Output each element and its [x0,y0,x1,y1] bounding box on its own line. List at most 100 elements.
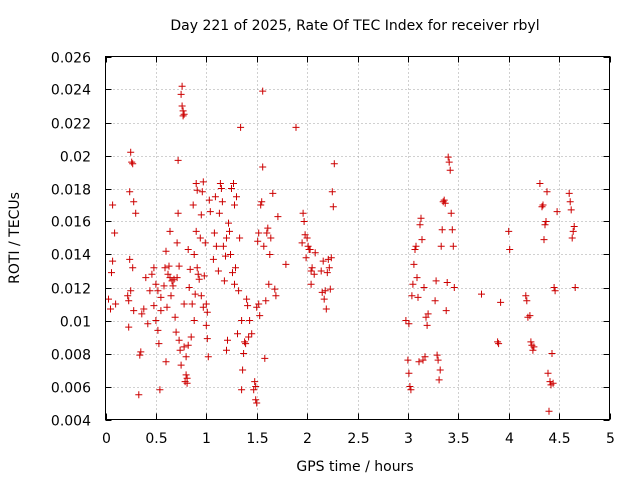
data-point [196,234,204,242]
data-point [274,213,282,221]
data-point [124,292,132,300]
data-point [215,209,223,217]
data-point [307,267,315,275]
data-point [406,383,414,390]
data-point [405,320,413,328]
data-point [150,264,158,272]
data-point [223,234,230,242]
data-point [183,379,191,387]
data-point [150,302,158,310]
data-point [146,287,154,295]
data-point [255,229,263,237]
data-point [233,193,240,201]
data-point [126,255,134,263]
data-point [553,208,561,216]
data-point [193,264,201,272]
data-point [152,280,160,288]
data-point [218,198,226,206]
data-point [323,269,331,277]
data-point [157,307,165,315]
data-point [329,203,337,211]
data-point [436,366,444,374]
data-point [541,221,549,229]
data-point [267,234,275,242]
data-point [237,123,245,131]
data-point [318,288,326,296]
data-point [193,186,201,194]
data-point [238,317,246,324]
data-point [156,386,164,394]
data-point [137,348,145,356]
data-point [127,148,135,156]
data-point [185,284,193,291]
data-point [252,383,260,390]
data-point [228,185,235,192]
data-point [263,229,271,237]
data-point [174,156,182,164]
data-point [175,262,183,270]
data-point [251,378,259,386]
data-point [567,206,575,214]
y-axis-title: ROTI / TECUs [7,192,23,284]
data-point [432,277,440,285]
data-point [417,214,425,222]
data-point [180,110,188,118]
data-point [192,227,200,235]
data-point [189,201,197,209]
data-point [130,307,138,315]
data-point [420,284,428,291]
y-tick-label: 0.014 [51,248,91,264]
x-tick-label: 0.5 [145,431,167,447]
data-point [410,260,418,268]
data-point [450,284,458,291]
data-point [434,356,442,364]
data-point [239,366,247,374]
data-point [330,160,338,168]
data-point [203,308,211,316]
y-tick-label: 0.016 [51,215,91,231]
data-point [178,82,186,90]
data-point [539,201,547,209]
data-point [321,287,329,295]
chart-title: Day 221 of 2025, Rate Of TEC Index for r… [170,18,539,34]
data-point [169,282,177,290]
data-point [308,264,316,272]
data-points [105,82,579,415]
data-point [127,287,135,295]
data-point [300,218,308,225]
data-point [129,160,137,168]
y-tick-labels: 0.004 0.006 0.008 0.01 0.012 0.014 0.016 0.018 0… [51,51,91,430]
data-point [155,340,163,348]
data-point [568,234,576,242]
data-point [317,267,325,275]
data-point [190,251,198,258]
data-point [282,260,290,268]
data-point [227,251,234,258]
data-point [235,287,243,295]
data-point [542,218,550,225]
data-point [442,307,450,315]
data-point [203,335,211,343]
data-point [412,242,420,250]
data-point [191,290,199,298]
data-point [224,336,231,344]
data-point [523,297,531,305]
data-point [449,242,457,250]
data-point [292,123,300,131]
data-point [220,277,228,285]
data-point [205,196,213,204]
data-point [184,246,192,253]
data-point [201,239,209,247]
data-point [407,386,415,394]
data-point [125,297,133,305]
data-point [142,274,150,282]
data-point [188,300,196,308]
data-point [234,330,241,338]
data-point [438,226,446,234]
data-point [260,242,268,250]
data-point [506,246,514,253]
grid [105,56,610,420]
data-point [211,193,219,201]
data-point [423,321,431,329]
data-point [238,386,246,394]
